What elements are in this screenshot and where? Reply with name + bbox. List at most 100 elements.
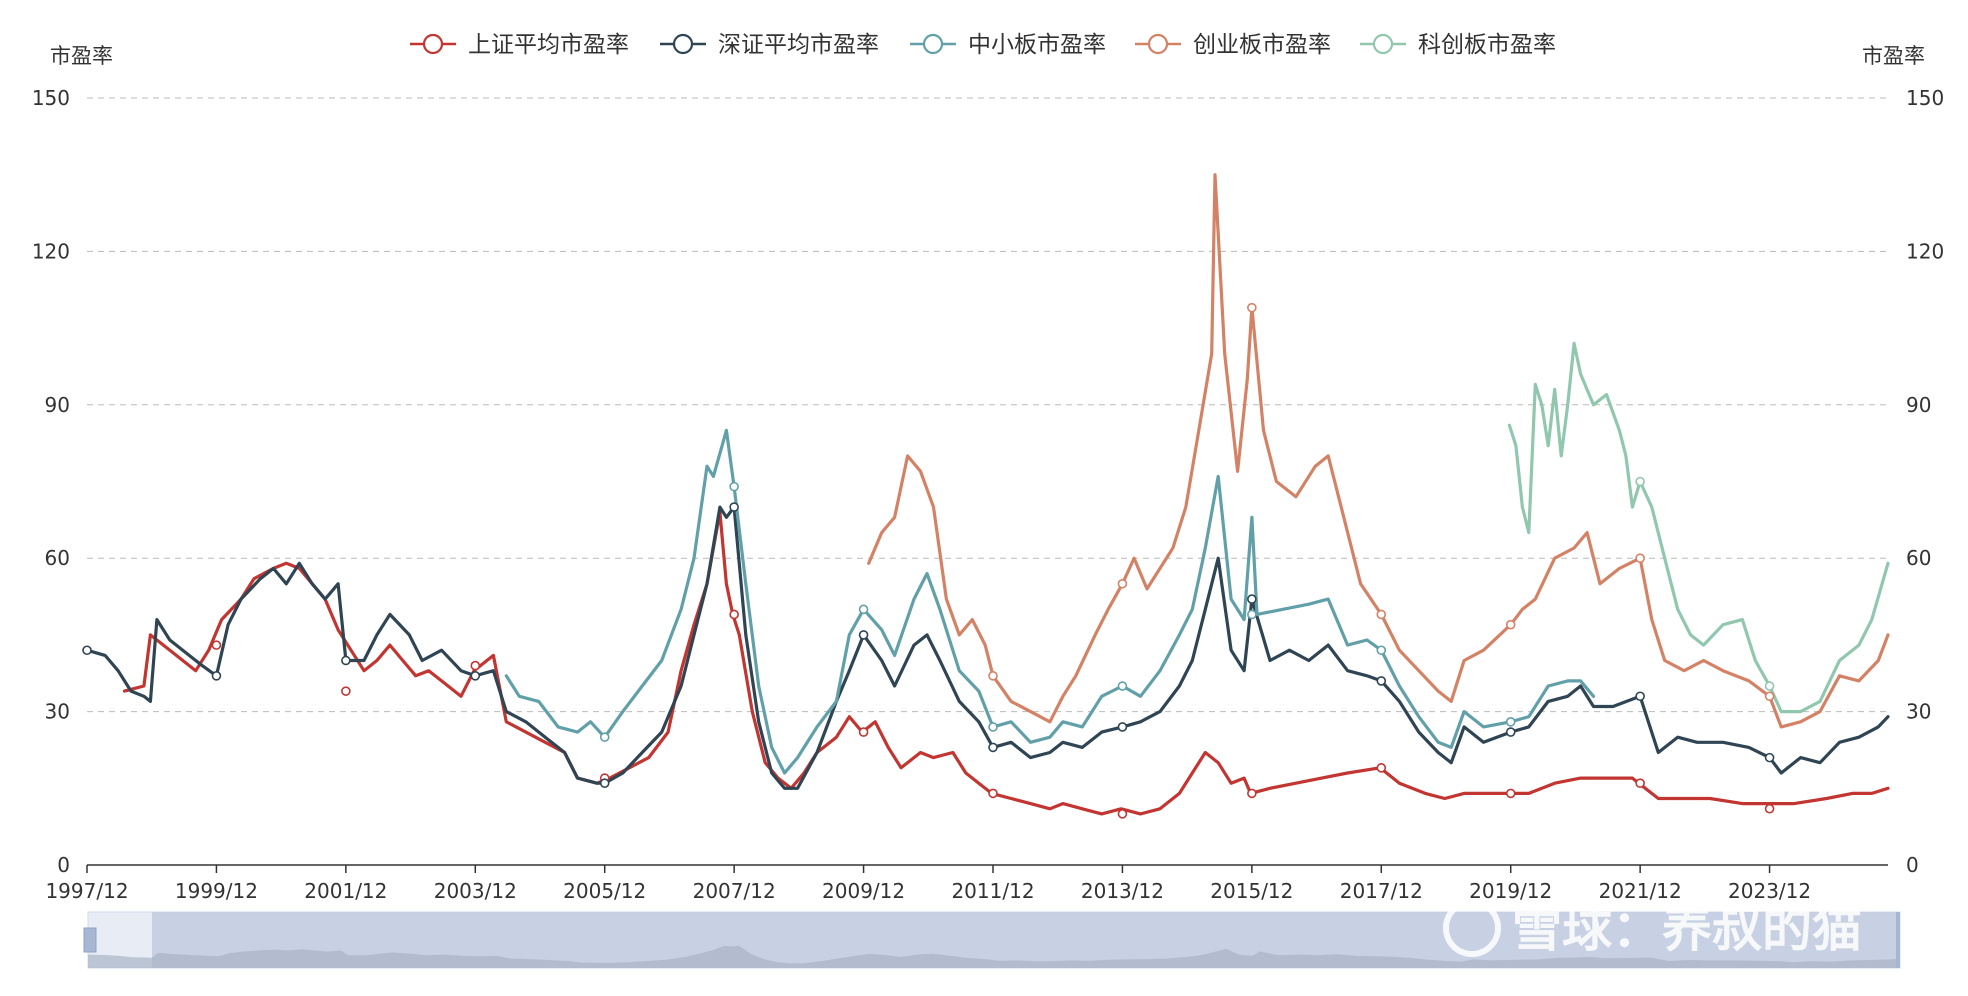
y-tick-left: 60 <box>45 546 70 570</box>
legend-item-2[interactable]: 中小板市盈率 <box>910 32 1106 58</box>
data-point-marker[interactable] <box>599 778 610 788</box>
series-markers <box>82 302 1775 819</box>
y-tick-left: 30 <box>45 700 70 724</box>
legend-circle-icon <box>1372 33 1394 55</box>
series-line-2[interactable] <box>504 428 1596 775</box>
data-point-marker[interactable] <box>729 502 739 512</box>
watermark-text: 雪球：养叔的猫 <box>1512 900 1862 958</box>
y-tick-left: 120 <box>32 239 70 263</box>
x-tick-label: 2015/12 <box>1210 879 1293 903</box>
data-point-marker[interactable] <box>470 660 481 671</box>
legend-label: 深证平均市盈率 <box>718 32 879 58</box>
y-tick-left: 150 <box>32 86 70 110</box>
data-point-marker[interactable] <box>1117 578 1128 589</box>
axes: 市盈率 市盈率 0 30 60 90 120 150 0 30 60 90 120 150 1997/1… <box>32 44 1944 903</box>
data-point-marker[interactable] <box>470 671 481 681</box>
data-point-marker[interactable] <box>988 742 998 753</box>
series-lines <box>85 173 1890 816</box>
watermark-logo-icon <box>1443 899 1501 957</box>
data-point-marker[interactable] <box>1247 302 1257 313</box>
legend-circle-icon <box>672 33 694 55</box>
x-tick-label: 2021/12 <box>1599 879 1682 903</box>
data-point-marker[interactable] <box>211 671 222 681</box>
data-point-marker[interactable] <box>1505 788 1516 799</box>
y-tick-right: 120 <box>1906 239 1944 263</box>
data-point-marker[interactable] <box>1117 722 1128 732</box>
data-point-marker[interactable] <box>988 722 998 732</box>
data-point-marker[interactable] <box>82 645 92 656</box>
data-point-marker[interactable] <box>1764 681 1775 691</box>
x-tick-label: 2023/12 <box>1728 879 1811 903</box>
legend-item-3[interactable]: 创业板市盈率 <box>1135 32 1331 58</box>
x-tick-label: 2001/12 <box>304 879 387 903</box>
legend[interactable]: 上证平均市盈率 深证平均市盈率 中小板市盈率 创业板市盈率 科创板市盈率 <box>410 32 1556 58</box>
data-point-marker[interactable] <box>1117 681 1128 691</box>
data-point-marker[interactable] <box>858 604 869 615</box>
y-tick-left: 90 <box>45 393 70 417</box>
data-point-marker[interactable] <box>341 655 351 666</box>
data-point-marker[interactable] <box>1635 778 1645 788</box>
legend-label: 科创板市盈率 <box>1418 32 1556 58</box>
x-tick-label: 2011/12 <box>951 879 1034 903</box>
data-zoom-slider[interactable] <box>83 911 1901 969</box>
x-tick-label: 2009/12 <box>822 879 905 903</box>
legend-circle-icon <box>922 33 944 55</box>
legend-circle-icon <box>1147 33 1169 55</box>
data-point-marker[interactable] <box>1505 717 1516 727</box>
data-point-marker[interactable] <box>1505 619 1516 630</box>
data-point-marker[interactable] <box>1635 553 1645 564</box>
y-tick-right: 0 <box>1906 853 1919 877</box>
data-point-marker[interactable] <box>1505 727 1516 737</box>
series-line-1[interactable] <box>85 505 1890 790</box>
data-point-marker[interactable] <box>1247 609 1257 620</box>
legend-circle-icon <box>422 33 444 55</box>
data-point-marker[interactable] <box>1117 809 1128 819</box>
legend-item-4[interactable]: 科创板市盈率 <box>1360 32 1556 58</box>
y-tick-right: 150 <box>1906 86 1944 110</box>
grid-lines <box>87 97 1888 713</box>
x-tick-label: 2017/12 <box>1340 879 1423 903</box>
data-point-marker[interactable] <box>858 630 869 640</box>
x-tick-label: 2003/12 <box>434 879 517 903</box>
data-point-marker[interactable] <box>599 732 610 742</box>
data-point-marker[interactable] <box>1376 763 1387 773</box>
data-point-marker[interactable] <box>1376 609 1387 620</box>
watermark: 雪球：养叔的猫 <box>1443 899 1862 958</box>
data-point-marker[interactable] <box>729 481 739 492</box>
y-axis-left-name: 市盈率 <box>50 44 113 68</box>
data-point-marker[interactable] <box>1376 676 1387 686</box>
data-point-marker[interactable] <box>1635 691 1645 702</box>
series-line-3[interactable] <box>867 173 1890 729</box>
data-point-marker[interactable] <box>1764 691 1775 702</box>
data-point-marker[interactable] <box>1247 788 1257 799</box>
series-line-4[interactable] <box>1507 341 1890 714</box>
x-tick-label: 2019/12 <box>1469 879 1552 903</box>
data-point-marker[interactable] <box>1247 594 1257 604</box>
data-point-marker[interactable] <box>1764 803 1775 814</box>
y-tick-right: 30 <box>1906 700 1931 724</box>
x-tick-label: 1997/12 <box>45 879 128 903</box>
y-axis-right-name: 市盈率 <box>1862 44 1925 68</box>
x-tick-label: 1999/12 <box>175 879 258 903</box>
x-tick-label: 2007/12 <box>693 879 776 903</box>
data-point-marker[interactable] <box>988 671 998 681</box>
data-point-marker[interactable] <box>729 609 739 620</box>
zoom-handle-right[interactable] <box>1896 912 1900 968</box>
data-point-marker[interactable] <box>1764 752 1775 763</box>
zoom-handle-left[interactable] <box>83 927 97 953</box>
legend-item-0[interactable]: 上证平均市盈率 <box>410 32 629 58</box>
data-point-marker[interactable] <box>858 727 869 737</box>
data-point-marker[interactable] <box>988 788 998 799</box>
data-point-marker[interactable] <box>1376 645 1387 656</box>
series-line-0[interactable] <box>122 510 1890 816</box>
data-point-marker[interactable] <box>1635 476 1645 487</box>
data-point-marker[interactable] <box>211 640 222 650</box>
zoom-preview-area <box>88 945 1900 968</box>
data-point-marker[interactable] <box>341 686 351 696</box>
legend-item-1[interactable]: 深证平均市盈率 <box>660 32 879 58</box>
x-tick-label: 2013/12 <box>1081 879 1164 903</box>
legend-label: 中小板市盈率 <box>968 32 1106 58</box>
legend-label: 上证平均市盈率 <box>468 32 629 58</box>
